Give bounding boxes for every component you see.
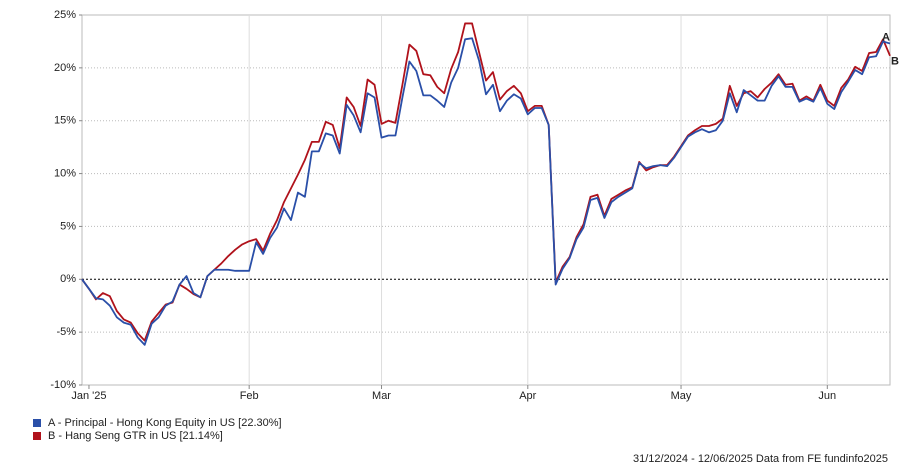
x-tick-label: Mar xyxy=(372,390,391,402)
x-tick-label: Jan '25 xyxy=(71,390,106,402)
y-tick-label: 20% xyxy=(54,62,76,74)
legend-swatch xyxy=(33,432,41,440)
series-line xyxy=(81,37,891,346)
x-tick-label: May xyxy=(671,390,692,402)
series-end-label: A xyxy=(882,31,890,43)
x-tick-label: Feb xyxy=(240,390,259,402)
legend-label: A - Principal - Hong Kong Equity in US [… xyxy=(48,417,282,429)
legend-label: B - Hang Seng GTR in US [21.14%] xyxy=(48,430,223,442)
y-tick-label: 15% xyxy=(54,115,76,127)
source-note: 31/12/2024 - 12/06/2025 Data from FE fun… xyxy=(633,453,888,465)
y-tick-label: 10% xyxy=(54,167,76,179)
legend-swatch xyxy=(33,419,41,427)
y-tick-label: 25% xyxy=(54,9,76,21)
series-end-label: B xyxy=(891,56,899,68)
y-tick-label: -5% xyxy=(56,326,76,338)
series-line xyxy=(81,22,891,342)
x-tick-label: Apr xyxy=(519,390,536,402)
plot-frame xyxy=(81,14,891,386)
y-tick-label: 5% xyxy=(60,220,76,232)
y-tick-label: -10% xyxy=(50,379,76,391)
x-tick-label: Jun xyxy=(818,390,836,402)
y-tick-label: 0% xyxy=(60,273,76,285)
